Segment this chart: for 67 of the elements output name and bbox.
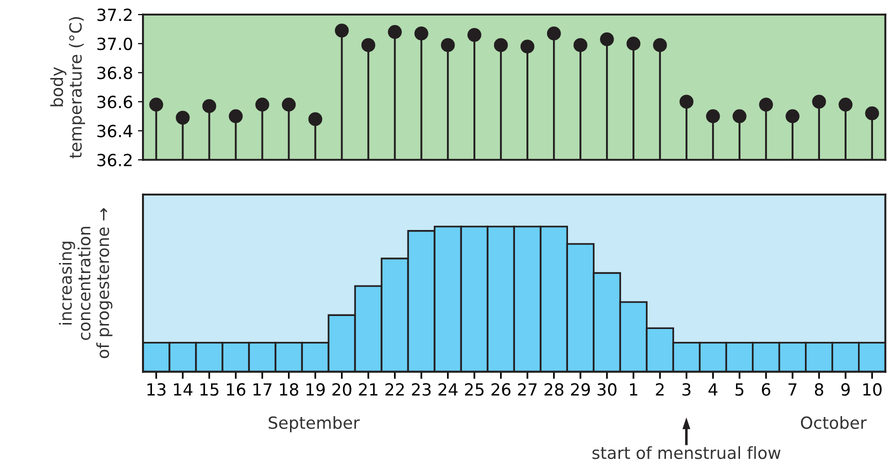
x-tick-label: 19 xyxy=(306,383,325,396)
x-tick-label: 14 xyxy=(174,383,192,396)
x-tick-label: 27 xyxy=(518,383,537,396)
y-tick-label: 37.2 xyxy=(97,8,132,22)
point xyxy=(176,110,190,125)
point xyxy=(812,94,826,109)
point xyxy=(786,109,800,124)
point xyxy=(255,98,270,112)
point xyxy=(626,36,640,51)
x-tick-label: 15 xyxy=(200,383,218,396)
y-tick-label: 36.4 xyxy=(97,124,132,138)
x-tick-label: 10 xyxy=(863,383,882,396)
text: September xyxy=(268,416,360,432)
x-tick-label: 30 xyxy=(598,383,616,396)
point xyxy=(282,98,296,112)
x-tick-label: 24 xyxy=(438,383,458,396)
point xyxy=(202,99,216,114)
point xyxy=(732,109,746,124)
point xyxy=(334,24,349,38)
y-tick-label: 36.8 xyxy=(97,66,132,80)
x-tick-label: 6 xyxy=(762,383,770,396)
x-tick-label: 21 xyxy=(358,383,378,396)
point xyxy=(600,32,614,46)
point xyxy=(494,38,508,52)
x-tick-label: 13 xyxy=(147,383,166,396)
y-tick-label: 36.6 xyxy=(97,96,132,108)
point xyxy=(361,38,376,52)
x-tick-label: 3 xyxy=(682,383,690,396)
x-tick-label: 22 xyxy=(385,383,404,396)
x-tick-label: 18 xyxy=(280,383,298,396)
point xyxy=(706,109,720,124)
point xyxy=(388,25,402,39)
point xyxy=(414,26,428,40)
point xyxy=(546,26,561,40)
text: October xyxy=(800,416,867,429)
x-tick-label: 17 xyxy=(254,383,272,396)
point xyxy=(653,38,667,52)
y-axis-title: increasing concentration of progesterone → xyxy=(58,208,112,358)
point xyxy=(573,38,588,52)
x-tick-label: 26 xyxy=(492,383,510,396)
x-tick-label: 9 xyxy=(841,383,850,396)
point xyxy=(680,94,694,109)
x-tick-label: 5 xyxy=(736,383,744,396)
y-tick-label: 36.2 xyxy=(97,154,132,166)
point xyxy=(228,109,243,124)
point xyxy=(759,98,773,112)
x-tick-label: 28 xyxy=(544,383,564,396)
x-tick-label: 7 xyxy=(788,383,796,396)
text: start of menstrual flow xyxy=(592,446,781,460)
point xyxy=(865,106,880,120)
y-tick-label: 37.0 xyxy=(97,38,132,50)
x-tick-label: 23 xyxy=(412,383,431,396)
point xyxy=(467,28,482,42)
point xyxy=(308,112,322,126)
x-tick-label: 29 xyxy=(571,383,590,396)
x-tick-label: 4 xyxy=(708,383,718,396)
point xyxy=(149,98,164,112)
point xyxy=(520,40,534,54)
x-tick-label: 2 xyxy=(656,383,664,396)
y-axis-title: body temperature (°C) xyxy=(50,17,86,158)
point xyxy=(440,38,455,52)
x-tick-label: 20 xyxy=(332,383,352,396)
x-tick-label: 25 xyxy=(465,383,484,396)
x-tick-label: 8 xyxy=(814,383,824,396)
x-tick-label: 16 xyxy=(226,383,246,396)
point xyxy=(838,98,853,112)
x-tick-label: 1 xyxy=(630,383,638,396)
